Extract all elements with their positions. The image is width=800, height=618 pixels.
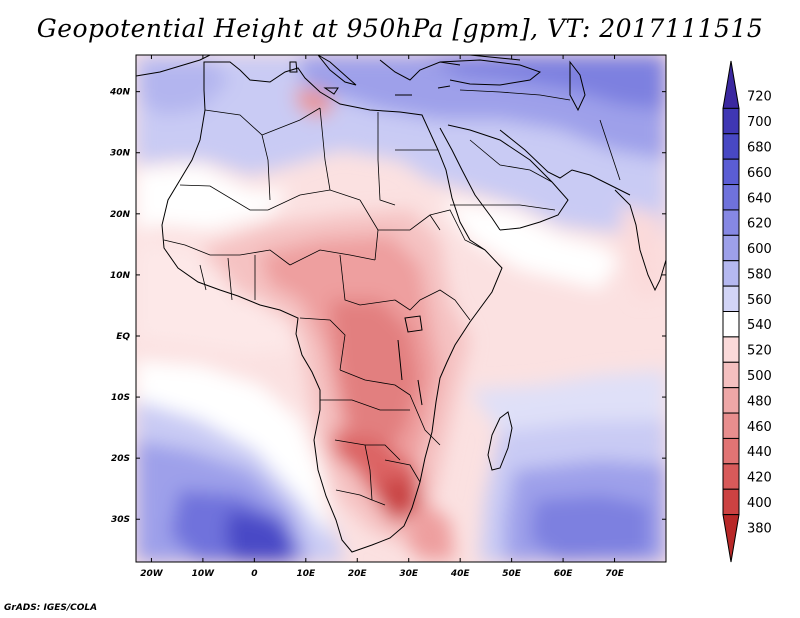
lon-tick-label: 70E xyxy=(605,569,625,579)
cyprus xyxy=(437,85,451,89)
lon-tick-label: 10W xyxy=(192,569,216,579)
lon-tick-label: 60E xyxy=(554,569,574,579)
colorbar-level-label: 480 xyxy=(747,394,772,409)
colorbar-level-label: 560 xyxy=(747,293,772,308)
colorbar-swatch xyxy=(722,133,740,160)
colorbar-swatch xyxy=(722,336,740,363)
lat-tick-label: EQ xyxy=(116,332,130,342)
colorbar-swatch xyxy=(722,437,740,465)
greece-coastline xyxy=(379,59,461,81)
caspian xyxy=(569,60,586,112)
coastlines xyxy=(136,55,666,553)
height-field xyxy=(136,55,666,562)
field-moz-channel xyxy=(405,500,455,560)
colorbar-level-label: 660 xyxy=(747,166,772,181)
colorbar-level-label: 400 xyxy=(747,496,772,511)
sicily xyxy=(323,87,339,95)
madagascar-coastline xyxy=(487,411,513,471)
colorbar-swatch xyxy=(722,107,740,135)
persian-gulf xyxy=(499,129,631,196)
lake-malawi xyxy=(417,379,423,406)
field-east-band xyxy=(470,370,666,432)
field-west-mid-blue xyxy=(140,60,230,115)
field-white-west xyxy=(136,165,290,230)
colorbar-level-label: 700 xyxy=(747,115,772,130)
colorbar-swatch xyxy=(722,412,740,439)
lake-tanganyika xyxy=(397,339,403,381)
field-sw-deepest xyxy=(225,510,295,562)
colorbar-level-label: 540 xyxy=(747,318,772,333)
lon-tick-label: 10E xyxy=(296,569,316,579)
field-north-deepest xyxy=(420,55,666,110)
field-white-sw xyxy=(136,360,330,540)
sardinia xyxy=(289,61,298,73)
lon-tick-label: 20E xyxy=(348,569,368,579)
lon-tick-label: 0 xyxy=(251,569,257,579)
colorbar-level-label: 580 xyxy=(747,267,772,282)
field-atlantic-pale xyxy=(136,240,300,355)
colorbar-level-label: 680 xyxy=(747,140,772,155)
colorbar-level-label: 380 xyxy=(747,521,772,536)
colorbar-swatch xyxy=(722,209,740,236)
colorbar: 720 700 680 660 640 620 600 580 560 540 520 500 480 4… xyxy=(722,60,772,563)
lat-tick-label: 10S xyxy=(111,393,130,403)
field-se-deep xyxy=(530,495,650,560)
italy-coastline xyxy=(317,55,357,86)
red-sea-coast xyxy=(439,127,501,231)
plot-frame xyxy=(135,54,667,563)
field-southern-core xyxy=(380,478,420,518)
colorbar-level-label: 440 xyxy=(747,445,772,460)
lon-tick-label: 20W xyxy=(140,569,164,579)
black-sea xyxy=(469,55,521,61)
colorbar-bottom-arrow xyxy=(722,514,740,563)
field-india xyxy=(620,205,666,300)
lat-tick-label: 20S xyxy=(111,454,130,464)
lon-tick-label: 50E xyxy=(502,569,522,579)
colorbar-level-label: 600 xyxy=(747,242,772,257)
colorbar-level-label: 720 xyxy=(747,90,772,105)
arabia-coastline xyxy=(447,124,569,231)
colorbar-level-label: 640 xyxy=(747,191,772,206)
longitude-axis: 20W 10W 0 10E 20E 30E 40E 50E 60E 70E xyxy=(140,55,625,579)
colorbar-swatch xyxy=(722,488,740,516)
colorbar-swatch xyxy=(722,311,740,338)
india-coastline xyxy=(614,189,666,292)
colorbar-swatch xyxy=(722,463,740,490)
colorbar-top-arrow xyxy=(722,60,740,109)
colorbar-swatch xyxy=(722,260,740,287)
lat-tick-label: 40N xyxy=(109,88,131,98)
lon-tick-label: 40E xyxy=(450,569,471,579)
colorbar-level-label: 520 xyxy=(747,344,772,359)
colorbar-swatch xyxy=(722,361,740,389)
lake-victoria xyxy=(404,315,423,333)
colorbar-level-label: 460 xyxy=(747,420,772,435)
lat-tick-label: 10N xyxy=(110,271,131,281)
borders xyxy=(163,89,621,506)
colorbar-level-label: 500 xyxy=(747,369,772,384)
turkey-coastline xyxy=(439,59,542,86)
colorbar-swatch xyxy=(722,234,740,262)
lat-tick-label: 30N xyxy=(110,149,131,159)
lon-tick-label: 30E xyxy=(399,569,419,579)
africa-coastline xyxy=(161,61,503,553)
field-africa-core xyxy=(330,300,420,460)
lat-tick-label: 30S xyxy=(111,515,130,525)
colorbar-swatch xyxy=(722,387,740,414)
grads-credit: GrADS: IGES/COLA xyxy=(4,603,98,613)
colorbar-swatch xyxy=(722,158,740,186)
latitude-axis: 40N 30N 20N 10N EQ 10S 20S 30S xyxy=(109,88,666,525)
colorbar-level-label: 620 xyxy=(747,217,772,232)
colorbar-level-label: 420 xyxy=(747,471,772,486)
field-white-east xyxy=(440,200,620,290)
colorbar-swatch xyxy=(722,285,740,313)
map-title: Geopotential Height at 950hPa [gpm], VT:… xyxy=(36,14,764,43)
colorbar-swatch xyxy=(722,184,740,211)
lat-tick-label: 20N xyxy=(110,210,131,220)
